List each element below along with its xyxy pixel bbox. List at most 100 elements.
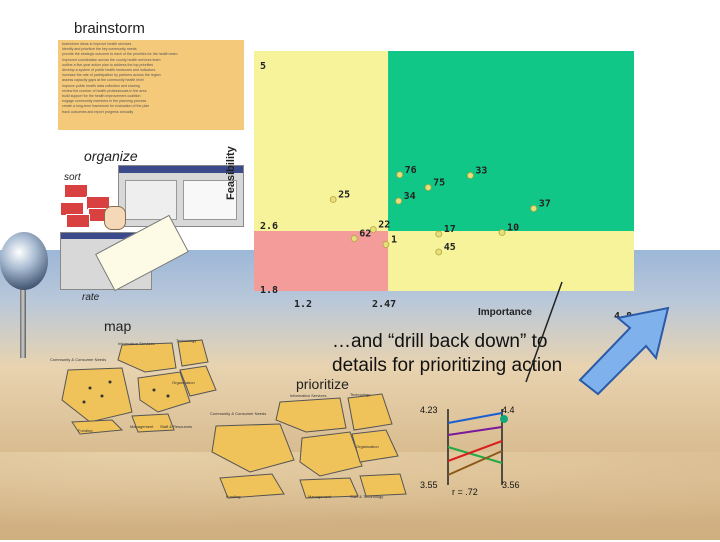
map-cluster bbox=[131, 413, 175, 433]
ladder-line bbox=[447, 440, 503, 462]
statement-point bbox=[350, 235, 358, 242]
map-cluster bbox=[177, 339, 209, 367]
statement-point bbox=[498, 229, 506, 236]
window-pane bbox=[125, 180, 177, 220]
sort-card bbox=[66, 214, 90, 228]
point-label: 37 bbox=[539, 199, 551, 210]
drill-arrow-icon bbox=[578, 306, 670, 396]
statement-point bbox=[369, 226, 377, 233]
point-label: 34 bbox=[404, 191, 416, 202]
notes-line: build support for the health improvement… bbox=[62, 94, 141, 99]
window-titlebar bbox=[119, 166, 243, 173]
window-pane bbox=[183, 180, 237, 220]
ladder-line bbox=[447, 426, 503, 436]
quadrant-bottom-left bbox=[254, 231, 389, 291]
map-point bbox=[100, 394, 104, 398]
prioritize-map bbox=[211, 393, 407, 499]
map-label: Management bbox=[130, 424, 154, 429]
map-label: Funding bbox=[78, 428, 93, 433]
go-zone-chart: 52.61.81.22.474.876337525343722621710145 bbox=[254, 51, 634, 322]
notes-line: develop a system of public health measur… bbox=[62, 68, 156, 73]
map-point bbox=[82, 400, 86, 404]
ladder-marker bbox=[500, 415, 508, 423]
notes-line: improve public health data collection an… bbox=[62, 83, 140, 88]
ladder-left-bottom: 3.55 bbox=[420, 480, 438, 490]
map-cluster bbox=[137, 371, 191, 413]
notes-line: assess capacity gaps at the community he… bbox=[62, 78, 144, 83]
notes-line: brainstorm ideas to improve health servi… bbox=[62, 42, 132, 46]
x-tick-label: 2.47 bbox=[372, 299, 396, 310]
ladder-right-bottom: 3.56 bbox=[502, 480, 520, 490]
map-cluster bbox=[117, 342, 177, 373]
point-label: 62 bbox=[359, 229, 371, 240]
statement-point bbox=[396, 171, 404, 179]
point-label: 25 bbox=[338, 190, 350, 201]
map-label: Information Services bbox=[290, 393, 327, 398]
map-label: Organization bbox=[172, 380, 195, 385]
map-label: Funding bbox=[226, 494, 241, 499]
notes-line: outline a five-year action plan to addre… bbox=[62, 62, 154, 67]
ladder-correlation: r = .72 bbox=[452, 487, 478, 497]
organize-title: organize bbox=[84, 148, 138, 164]
map-label: Technology bbox=[350, 392, 371, 397]
pointer-line bbox=[525, 281, 563, 383]
notes-line: identify and prioritize the key communit… bbox=[62, 47, 137, 52]
mirror-globe bbox=[0, 232, 48, 290]
window-titlebar bbox=[61, 233, 151, 239]
rate-title: rate bbox=[82, 292, 100, 303]
point-label: 1 bbox=[391, 235, 397, 246]
sort-card bbox=[64, 184, 88, 198]
pole-post bbox=[20, 288, 26, 358]
concept-map bbox=[61, 339, 217, 435]
map-point bbox=[88, 386, 92, 390]
map-cluster bbox=[61, 367, 133, 423]
map-point bbox=[166, 394, 170, 398]
y-axis-label: Feasibility bbox=[225, 146, 237, 200]
map-label: Community & Consumer Needs bbox=[50, 357, 107, 362]
map-cluster bbox=[179, 365, 217, 397]
map-cluster bbox=[71, 419, 124, 435]
map-cluster bbox=[211, 423, 295, 473]
notes-line: provide the strategic outcome to each of… bbox=[62, 52, 178, 57]
notes-line: increase the rate of participation by pa… bbox=[62, 73, 161, 78]
statement-point bbox=[466, 172, 474, 179]
map-label: Staff & Technology bbox=[350, 494, 384, 499]
point-label: 76 bbox=[405, 165, 417, 176]
quadrant-top-left bbox=[254, 51, 389, 231]
ladder-left-top: 4.23 bbox=[420, 405, 438, 415]
ladder-line bbox=[447, 446, 503, 464]
prioritize-title: prioritize bbox=[296, 376, 349, 392]
map-cluster bbox=[351, 429, 399, 463]
quadrant-top-right bbox=[388, 51, 634, 231]
sand-dunes bbox=[0, 452, 720, 542]
y-tick-label: 1.8 bbox=[260, 285, 278, 296]
notes-line: review the number of health professional… bbox=[62, 88, 147, 93]
sort-title: sort bbox=[64, 172, 81, 183]
map-title: map bbox=[104, 318, 132, 334]
map-label: Management bbox=[308, 494, 332, 499]
map-label: Staff & Resources bbox=[160, 424, 193, 429]
ladder-line bbox=[447, 450, 503, 476]
point-label: 10 bbox=[507, 223, 519, 234]
ladder-line bbox=[447, 412, 503, 424]
map-cluster bbox=[299, 431, 363, 477]
map-point bbox=[108, 380, 112, 384]
y-tick-label: 2.6 bbox=[260, 221, 278, 232]
point-label: 22 bbox=[378, 220, 390, 231]
x-tick-label: 1.2 bbox=[294, 299, 312, 310]
statement-point bbox=[329, 196, 337, 203]
quadrant-bottom-right bbox=[388, 231, 634, 291]
map-cluster bbox=[219, 473, 285, 499]
map-cluster bbox=[347, 393, 393, 431]
callout-line-2: details for prioritizing action bbox=[332, 355, 563, 376]
notes-line: improved coordination across the county … bbox=[62, 57, 161, 62]
point-label: 33 bbox=[475, 166, 487, 177]
brainstorm-title: brainstorm bbox=[74, 20, 145, 37]
map-cluster bbox=[275, 397, 347, 433]
point-label: 45 bbox=[444, 242, 456, 253]
drill-down-arrows bbox=[525, 281, 670, 396]
map-cluster bbox=[359, 473, 407, 497]
map-label: Technology bbox=[176, 338, 197, 343]
map-point bbox=[152, 388, 156, 392]
x-axis-label: Importance bbox=[478, 307, 532, 318]
